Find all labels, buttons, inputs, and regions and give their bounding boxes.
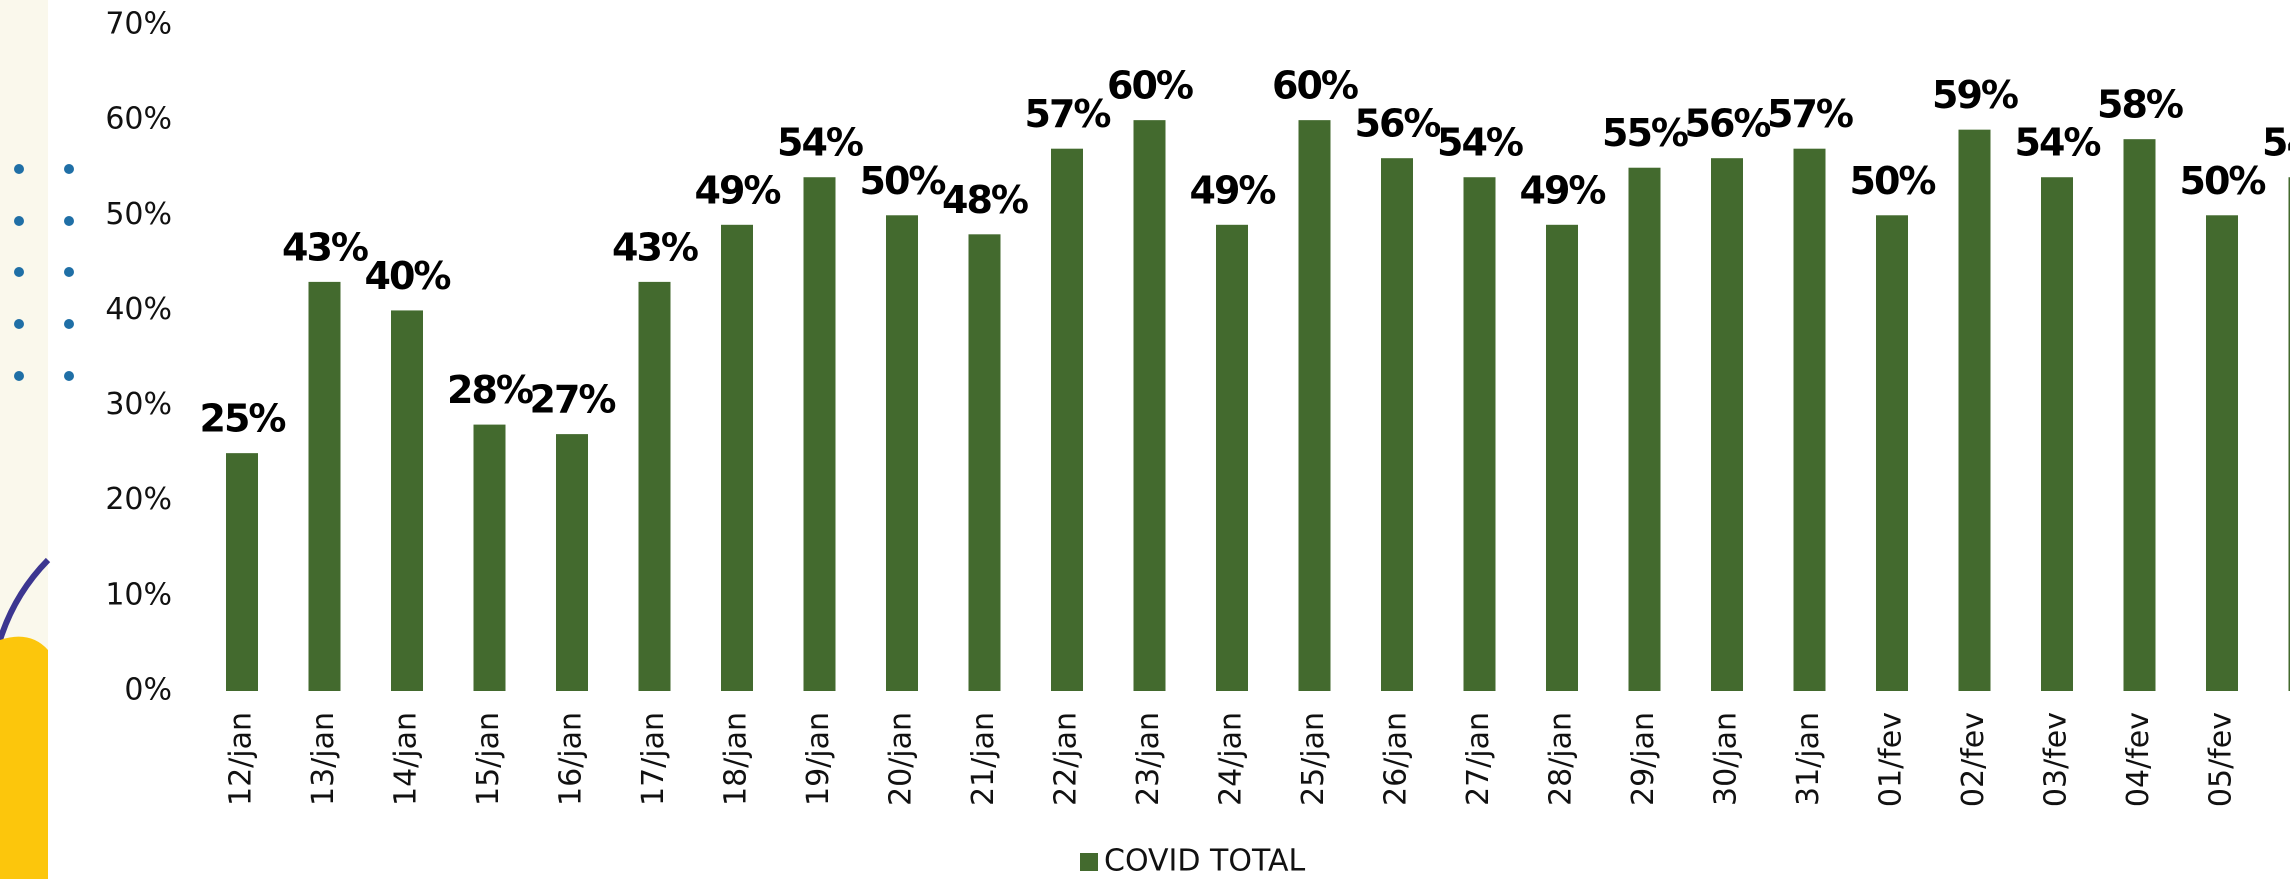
x-tick-label: 12/jan — [224, 712, 259, 806]
x-tick-label: 13/jan — [306, 712, 341, 806]
y-tick-label: 60% — [105, 102, 172, 137]
bar — [2123, 139, 2156, 691]
x-tick-label: 27/jan — [1461, 712, 1496, 806]
bar — [1216, 224, 1248, 692]
bar — [2288, 177, 2290, 691]
decoration — [0, 0, 74, 879]
bar — [391, 310, 423, 691]
legend-swatch — [1080, 853, 1098, 871]
x-tick-label: 24/jan — [1214, 712, 1249, 806]
bar — [638, 281, 671, 691]
value-label: 25% — [200, 397, 286, 441]
value-label: 58% — [2097, 83, 2183, 127]
y-tick-label: 50% — [105, 197, 172, 232]
value-label: 49% — [1520, 168, 1606, 212]
value-label: 48% — [942, 178, 1028, 222]
value-label: 54% — [2015, 121, 2101, 165]
x-tick-label: 19/jan — [801, 712, 836, 806]
value-label: 56% — [1685, 102, 1771, 146]
bar — [308, 281, 341, 691]
bar — [1051, 148, 1083, 691]
x-tick-label: 31/jan — [1791, 712, 1826, 806]
bar — [2206, 215, 2238, 692]
x-tick-label: 05/fev — [2204, 712, 2239, 807]
value-label: 43% — [612, 225, 698, 269]
value-label: 59% — [1932, 73, 2018, 117]
x-tick-label: 04/fev — [2121, 712, 2156, 807]
x-tick-label: 21/jan — [966, 712, 1001, 806]
bar — [968, 234, 1001, 692]
x-tick-label: 17/jan — [636, 712, 671, 806]
x-tick-label: 28/jan — [1544, 712, 1579, 806]
value-label: 55% — [1602, 111, 1688, 155]
value-label: 57% — [1025, 92, 1111, 136]
value-label: 50% — [1850, 159, 1936, 203]
value-label: 56% — [1355, 102, 1441, 146]
bar — [803, 177, 836, 691]
bar — [1381, 158, 1413, 691]
x-tick-label: 14/jan — [389, 712, 424, 806]
x-tick-label: 30/jan — [1709, 712, 1744, 806]
y-tick-label: 10% — [105, 577, 172, 612]
value-label: 54% — [1437, 121, 1523, 165]
value-label: 54% — [777, 121, 863, 165]
x-tick-label: 22/jan — [1049, 712, 1084, 806]
bar — [886, 215, 918, 692]
value-label: 60% — [1107, 64, 1193, 108]
value-label: 57% — [1767, 92, 1853, 136]
legend-label: COVID TOTAL — [1104, 844, 1305, 879]
value-label: 49% — [1190, 168, 1276, 212]
y-tick-label: 0% — [124, 673, 172, 708]
bar — [1793, 148, 1826, 691]
x-tick-label: 25/jan — [1296, 712, 1331, 806]
x-tick-label: 03/fev — [2039, 712, 2074, 807]
x-tick-label: 29/jan — [1626, 712, 1661, 806]
y-tick-label: 30% — [105, 387, 172, 422]
value-label: 54% — [2262, 121, 2290, 165]
bar — [1463, 177, 1496, 691]
y-tick-label: 70% — [105, 7, 172, 42]
bar — [1298, 120, 1331, 691]
value-label: 49% — [695, 168, 781, 212]
bar — [1546, 224, 1578, 692]
x-tick-label: 15/jan — [471, 712, 506, 806]
y-tick-label: 20% — [105, 482, 172, 517]
bar — [473, 424, 506, 691]
value-label: 60% — [1272, 64, 1358, 108]
bar — [1628, 167, 1661, 691]
bar — [226, 453, 258, 691]
x-tick-label: 26/jan — [1379, 712, 1414, 806]
bar — [2041, 177, 2073, 691]
bar — [1711, 158, 1743, 691]
value-label: 27% — [530, 378, 616, 422]
x-tick-label: 02/fev — [1956, 712, 1991, 807]
value-label: 28% — [447, 368, 533, 412]
x-tick-label: 06/fev — [2286, 712, 2290, 807]
bar — [1133, 120, 1166, 691]
value-label: 50% — [2180, 159, 2266, 203]
bar — [556, 434, 588, 691]
x-tick-label: 01/fev — [1874, 712, 1909, 807]
value-label: 43% — [282, 225, 368, 269]
x-tick-label: 20/jan — [884, 712, 919, 806]
y-tick-label: 40% — [105, 292, 172, 327]
value-label: 50% — [860, 159, 946, 203]
x-tick-label: 23/jan — [1131, 712, 1166, 806]
value-label: 40% — [365, 254, 451, 298]
x-tick-label: 16/jan — [554, 712, 589, 806]
x-tick-label: 18/jan — [719, 712, 754, 806]
bar — [1876, 215, 1908, 692]
bar — [721, 224, 753, 692]
bar — [1958, 129, 1991, 691]
